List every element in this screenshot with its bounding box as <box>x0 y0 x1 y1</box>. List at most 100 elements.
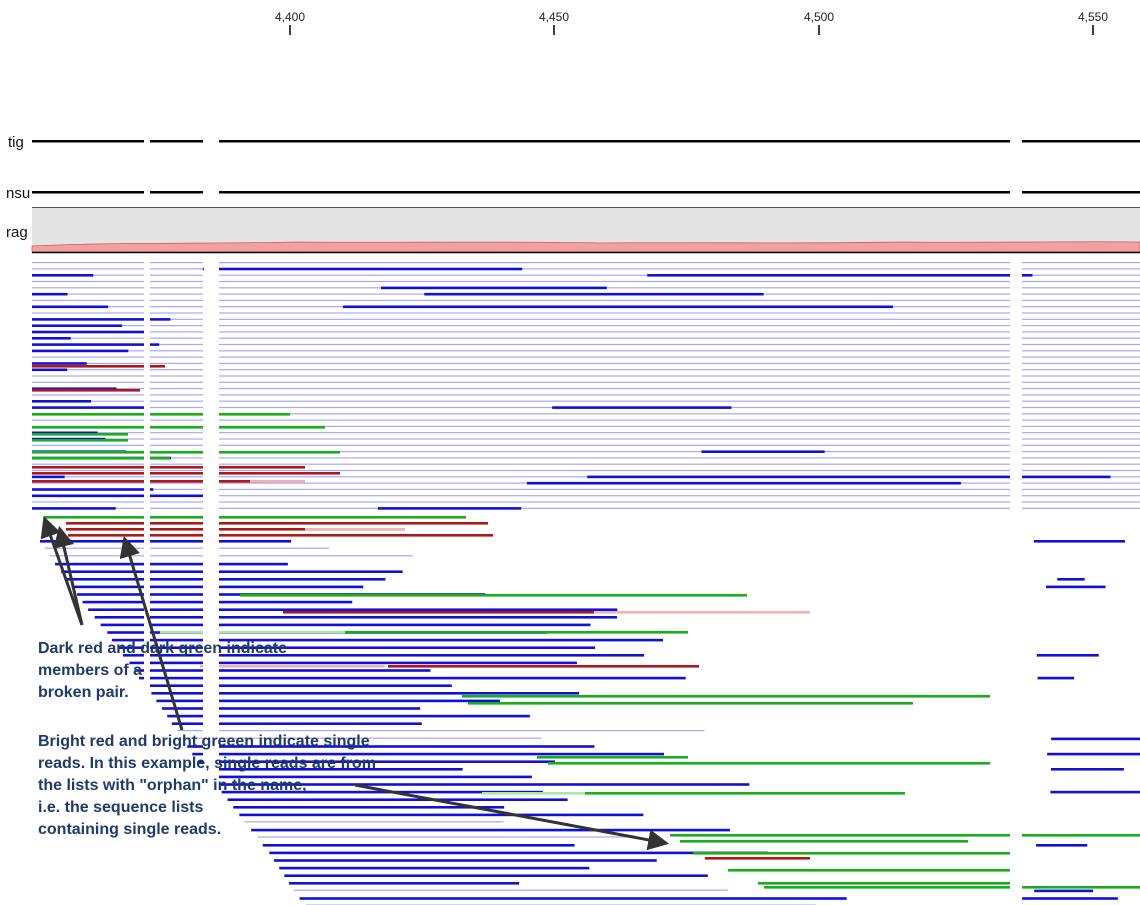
read[interactable] <box>202 267 204 271</box>
read[interactable] <box>150 325 203 327</box>
read[interactable] <box>32 439 128 442</box>
read[interactable] <box>342 305 894 309</box>
read[interactable] <box>244 821 504 823</box>
read[interactable] <box>219 745 595 748</box>
read[interactable] <box>1022 419 1140 421</box>
read[interactable] <box>1037 676 1075 680</box>
read[interactable] <box>219 722 422 725</box>
read[interactable] <box>167 714 203 718</box>
read[interactable] <box>219 507 1010 509</box>
read[interactable] <box>32 349 129 353</box>
read[interactable] <box>219 547 330 549</box>
read[interactable] <box>219 426 325 429</box>
read[interactable] <box>299 897 847 900</box>
read[interactable] <box>283 611 594 614</box>
read[interactable] <box>1022 287 1140 289</box>
read[interactable] <box>32 362 144 364</box>
read[interactable] <box>150 646 203 649</box>
read[interactable] <box>32 330 144 334</box>
read[interactable] <box>32 400 92 403</box>
read[interactable] <box>219 654 645 657</box>
read[interactable] <box>219 375 1010 377</box>
read[interactable] <box>150 331 203 333</box>
read[interactable] <box>1022 274 1033 277</box>
read[interactable] <box>32 501 144 503</box>
read[interactable] <box>305 528 405 531</box>
read[interactable] <box>274 859 657 862</box>
read[interactable] <box>219 608 618 611</box>
read[interactable] <box>219 451 1010 453</box>
read[interactable] <box>1022 299 1140 301</box>
read[interactable] <box>32 356 144 358</box>
read[interactable] <box>1022 897 1118 900</box>
read[interactable] <box>150 362 203 364</box>
read[interactable] <box>150 516 203 519</box>
read[interactable] <box>537 756 688 759</box>
read[interactable] <box>1022 432 1140 434</box>
read[interactable] <box>150 534 203 537</box>
read[interactable] <box>1022 463 1140 465</box>
read[interactable] <box>150 608 203 611</box>
read[interactable] <box>112 638 144 642</box>
read[interactable] <box>32 433 128 436</box>
read[interactable] <box>150 381 203 383</box>
read[interactable] <box>156 699 203 703</box>
read[interactable] <box>150 318 203 320</box>
read[interactable] <box>150 469 203 472</box>
read[interactable] <box>32 318 144 321</box>
read[interactable] <box>219 400 1010 402</box>
read[interactable] <box>150 419 203 421</box>
read[interactable] <box>32 482 144 484</box>
read[interactable] <box>61 570 144 573</box>
read[interactable] <box>1022 413 1140 415</box>
read[interactable] <box>32 426 144 429</box>
read[interactable] <box>257 836 634 838</box>
read[interactable] <box>1022 457 1140 459</box>
read[interactable] <box>219 752 665 756</box>
read[interactable] <box>107 631 144 634</box>
read[interactable] <box>32 472 144 475</box>
read[interactable] <box>219 665 385 668</box>
read[interactable] <box>219 457 1010 459</box>
read[interactable] <box>219 331 1010 333</box>
read[interactable] <box>1022 507 1140 509</box>
read[interactable] <box>66 528 144 531</box>
read[interactable] <box>219 684 452 687</box>
read[interactable] <box>150 312 203 314</box>
read[interactable] <box>150 299 203 301</box>
read[interactable] <box>171 722 203 725</box>
read[interactable] <box>239 813 644 817</box>
read[interactable] <box>219 274 1010 276</box>
read[interactable] <box>129 661 144 665</box>
read[interactable] <box>150 306 203 308</box>
read[interactable] <box>219 267 523 271</box>
read[interactable] <box>150 426 203 429</box>
read[interactable] <box>182 737 203 739</box>
read[interactable] <box>1046 585 1106 589</box>
read[interactable] <box>150 438 203 440</box>
read[interactable] <box>1022 488 1140 490</box>
read[interactable] <box>219 369 1010 371</box>
read[interactable] <box>150 406 203 409</box>
read[interactable] <box>219 299 1010 301</box>
read[interactable] <box>219 312 1010 314</box>
read[interactable] <box>1022 325 1140 327</box>
read[interactable] <box>1057 578 1085 581</box>
read[interactable] <box>728 869 1010 872</box>
read[interactable] <box>219 768 463 771</box>
read[interactable] <box>177 730 203 732</box>
read[interactable] <box>219 570 403 573</box>
read[interactable] <box>219 480 262 483</box>
read[interactable] <box>151 692 203 695</box>
read[interactable] <box>1022 444 1140 446</box>
read[interactable] <box>32 387 117 390</box>
read[interactable] <box>526 481 961 485</box>
read[interactable] <box>1022 280 1140 283</box>
read[interactable] <box>150 262 203 264</box>
read[interactable] <box>468 702 913 705</box>
read[interactable] <box>1022 834 1140 837</box>
reads-track[interactable] <box>32 262 1140 905</box>
read[interactable] <box>219 661 577 665</box>
read[interactable] <box>32 413 144 416</box>
